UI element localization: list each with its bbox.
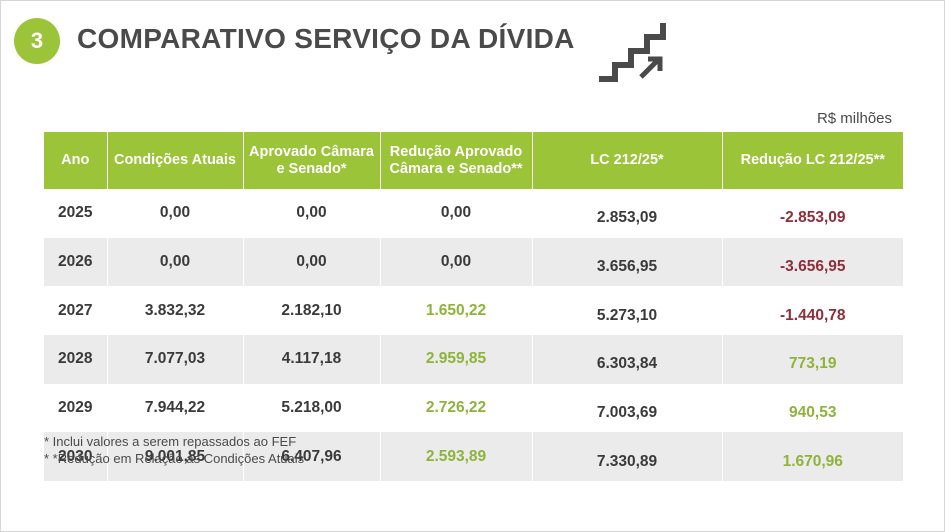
- cell-aprovado: 6.407,96: [243, 432, 381, 482]
- cell-aprovado: 4.117,18: [243, 335, 381, 384]
- cell-lc: 3.656,95: [532, 237, 723, 287]
- column-header-reducao-aprovado: Redução Aprovado Câmara e Senado**: [380, 132, 533, 189]
- table-row: 2026 0,00 0,00 0,00 3.656,95 -3.656,95: [44, 237, 903, 287]
- cell-reducao-aprovado: 2.959,85: [380, 335, 533, 384]
- cell-lc: 7.003,69: [532, 383, 723, 433]
- cell-atuais: 9.001,85: [107, 432, 244, 482]
- column-header-condicoes-atuais: Condições Atuais: [107, 132, 244, 189]
- column-header-aprovado: Aprovado Câmara e Senado*: [243, 132, 381, 189]
- cell-ano: 2028: [44, 335, 108, 384]
- cell-reducao-lc: -1.440,78: [722, 286, 903, 336]
- cell-reducao-lc: -2.853,09: [722, 189, 903, 238]
- cell-reducao-aprovado: 0,00: [380, 237, 533, 287]
- table-row: 2030 9.001,85 6.407,96 2.593,89 7.330,89…: [44, 432, 903, 482]
- cell-reducao-aprovado: 2.726,22: [380, 383, 533, 433]
- cell-atuais: 7.944,22: [107, 383, 244, 433]
- cell-atuais: 3.832,32: [107, 286, 244, 336]
- table-row: 2027 3.832,32 2.182,10 1.650,22 5.273,10…: [44, 286, 903, 336]
- cell-reducao-lc: 940,53: [722, 383, 903, 433]
- cell-lc: 7.330,89: [532, 432, 723, 482]
- cell-reducao-aprovado: 2.593,89: [380, 432, 533, 482]
- cell-reducao-lc: 1.670,96: [722, 432, 903, 482]
- table-row: 2028 7.077,03 4.117,18 2.959,85 6.303,84…: [44, 335, 903, 384]
- cell-lc: 6.303,84: [532, 335, 723, 384]
- cell-aprovado: 5.218,00: [243, 383, 381, 433]
- footnote: * *Redução em Relação às Condições Atuai…: [44, 451, 305, 466]
- cell-lc: 2.853,09: [532, 189, 723, 238]
- footnote: * Inclui valores a serem repassados ao F…: [44, 434, 297, 449]
- cell-reducao-lc: 773,19: [722, 335, 903, 384]
- debt-service-table: Ano Condições Atuais Aprovado Câmara e S…: [44, 132, 903, 482]
- column-header-lc: LC 212/25*: [532, 132, 723, 189]
- cell-ano: 2025: [44, 189, 108, 238]
- cell-aprovado: 2.182,10: [243, 286, 381, 336]
- cell-aprovado: 0,00: [243, 189, 381, 238]
- column-header-reducao-lc: Redução LC 212/25**: [722, 132, 903, 189]
- cell-reducao-aprovado: 0,00: [380, 189, 533, 238]
- cell-ano: 2029: [44, 383, 108, 433]
- cell-atuais: 7.077,03: [107, 335, 244, 384]
- cell-lc: 5.273,10: [532, 286, 723, 336]
- stairs-arrow-icon: [599, 23, 666, 82]
- section-number-badge: 3: [14, 18, 60, 64]
- page-title: COMPARATIVO SERVIÇO DA DÍVIDA: [77, 23, 575, 54]
- table-row: 2025 0,00 0,00 0,00 2.853,09 -2.853,09: [44, 189, 903, 238]
- cell-ano: 2030: [44, 432, 108, 482]
- footnotes: * Inclui valores a serem repassados ao F…: [44, 433, 304, 467]
- unit-label: R$ milhões: [816, 110, 892, 127]
- column-header-ano: Ano: [44, 132, 108, 189]
- table-row: 2029 7.944,22 5.218,00 2.726,22 7.003,69…: [44, 383, 903, 433]
- cell-ano: 2027: [44, 286, 108, 336]
- cell-atuais: 0,00: [107, 237, 244, 287]
- table-header-row: Ano Condições Atuais Aprovado Câmara e S…: [44, 132, 903, 189]
- cell-atuais: 0,00: [107, 189, 244, 238]
- cell-reducao-aprovado: 1.650,22: [380, 286, 533, 336]
- cell-ano: 2026: [44, 237, 108, 287]
- cell-aprovado: 0,00: [243, 237, 381, 287]
- cell-reducao-lc: -3.656,95: [722, 237, 903, 287]
